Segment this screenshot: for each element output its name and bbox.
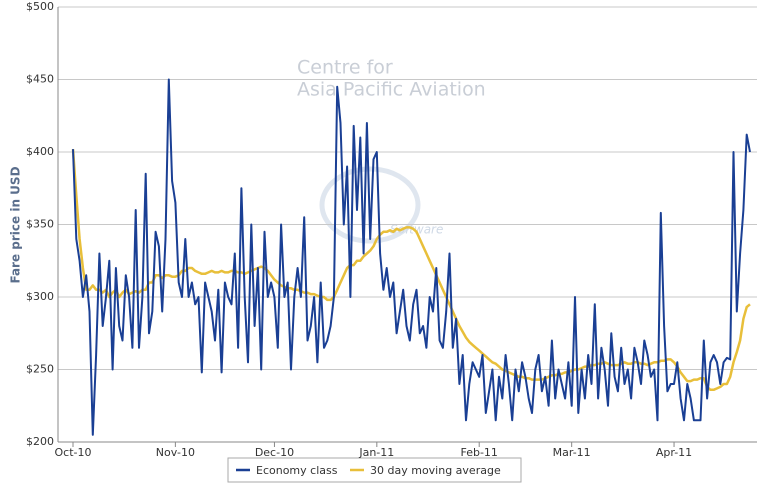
y-tick-label: $400: [26, 145, 54, 158]
x-tick-label: Feb-11: [460, 446, 497, 459]
y-tick-label: $200: [26, 435, 54, 448]
y-tick-label: $300: [26, 290, 54, 303]
watermark: Software: [390, 223, 443, 237]
x-tick-label: Oct-10: [55, 446, 92, 459]
y-tick-label: $500: [26, 0, 54, 13]
x-tick-label: Nov-10: [156, 446, 195, 459]
y-tick-label: $250: [26, 363, 54, 376]
legend-label: 30 day moving average: [370, 464, 501, 477]
x-tick-label: Jan-11: [358, 446, 394, 459]
x-tick-label: Mar-11: [553, 446, 591, 459]
x-tick-label: Apr-11: [656, 446, 692, 459]
y-tick-label: $350: [26, 218, 54, 231]
watermark: Centre for: [297, 57, 393, 79]
watermark: Asia Pacific Aviation: [297, 79, 486, 101]
y-tick-label: $450: [26, 73, 54, 86]
watermark-logo: [319, 166, 421, 244]
legend-box: [227, 457, 522, 483]
x-tick-label: Dec-10: [255, 446, 294, 459]
series-line: [72, 78, 751, 436]
legend-label: Economy class: [256, 464, 338, 477]
y-axis-label: Fare price in USD: [9, 166, 23, 283]
